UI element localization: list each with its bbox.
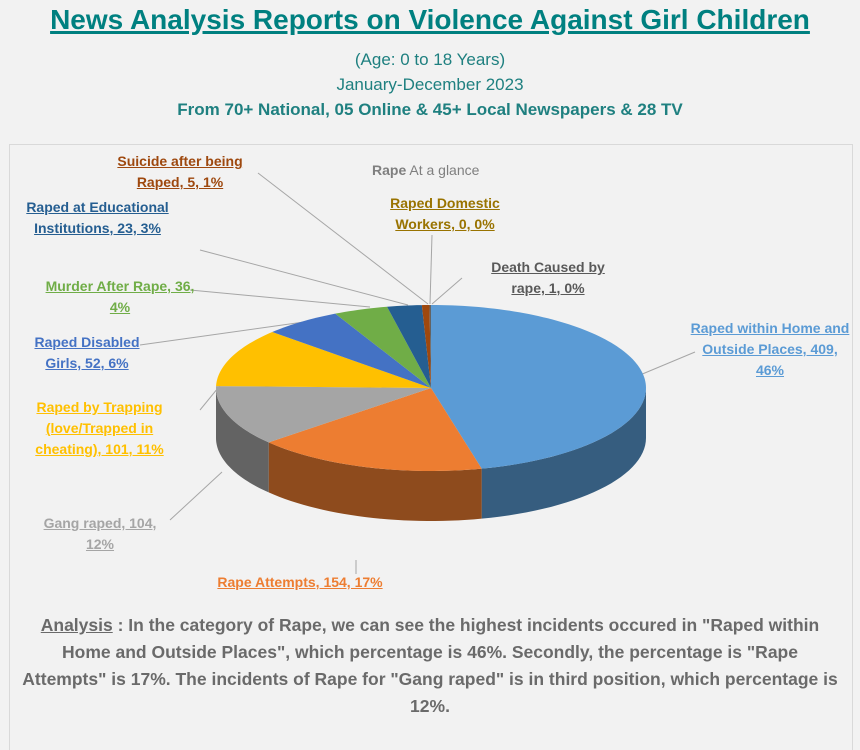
pie-slice-murder-after-rape [335,306,431,388]
data-label-educational: Raped at Educational Institutions, 23, 3… [26,199,169,236]
data-label-trapping: Raped by Trapping (love/Trapped in cheat… [35,399,164,457]
pie-slice-gang-raped [216,386,431,443]
data-label-death: Death Caused by rape, 1, 0% [491,259,605,296]
chart-title-bold: Rape [372,162,407,178]
leader-line [199,249,409,306]
analysis-heading: Analysis [40,615,113,635]
chart-title-rest: At a glance [409,162,480,178]
period: January-December 2023 [336,75,524,94]
leader-line [429,234,433,305]
data-label-disabled: Raped Disabled Girls, 52, 6% [34,334,140,371]
pie-slice-raped-disabled-girls [272,313,431,388]
data-label-attempts: Rape Attempts, 154, 17% [217,574,383,590]
leader-line [189,289,371,308]
slice-side [268,442,482,521]
pie-slice-raped-within-home-and-outside-places [431,305,646,469]
data-label-home: Raped within Home and Outside Places, 40… [690,320,850,378]
leader-line [139,319,319,346]
pie-slice-rape-attempts [268,388,482,471]
pie-slice-raped-at-educational-institutions [387,305,431,388]
age-range: (Age: 0 to 18 Years) [354,50,506,69]
chart-title: Rape At a glance [372,162,479,178]
pie-slice-raped-by-trapping-love-trapped-in-cheating- [216,332,431,388]
leader-line [257,172,429,305]
pie-slice-suicide-after-being-raped [421,305,431,388]
page-title: News Analysis Reports on Violence Agains… [0,4,860,36]
data-label-suicide: Suicide after being Raped, 5, 1% [117,153,243,190]
pie-slice-death-caused-by-rape [429,305,431,388]
title-text: News Analysis Reports on Violence Agains… [50,4,810,35]
analysis-body: : In the category of Rape, we can see th… [22,615,838,716]
slice-side [481,388,646,519]
slice-side [216,388,269,493]
data-label-domestic: Raped Domestic Workers, 0, 0% [390,195,500,232]
data-label-gang: Gang raped, 104, 12% [43,515,157,552]
data-label-murder: Murder After Rape, 36, 4% [45,278,195,315]
leader-line [169,471,223,521]
leader-line [431,277,463,305]
analysis-text: Analysis : In the category of Rape, we c… [20,612,840,720]
sources: From 70+ National, 05 Online & 45+ Local… [177,100,683,119]
leader-line [639,351,696,376]
